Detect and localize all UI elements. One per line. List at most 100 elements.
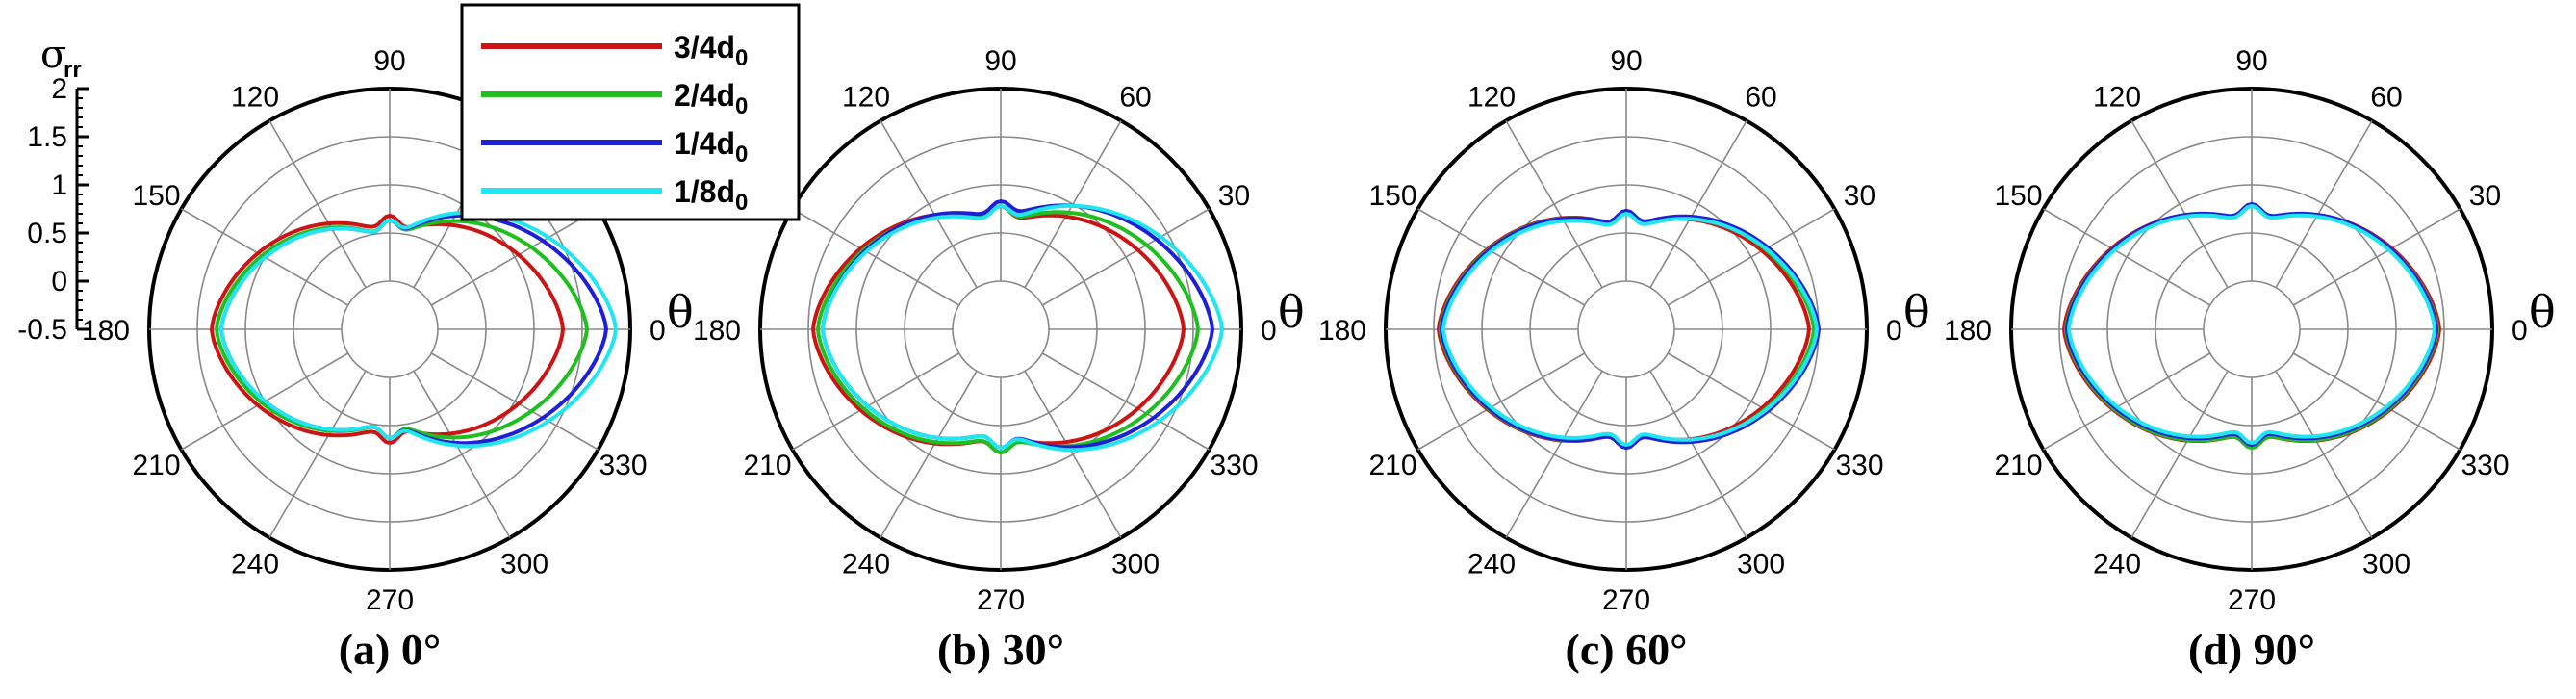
- legend-label-1-8: 1/8d0: [674, 174, 748, 216]
- angle-label-270: 270: [977, 584, 1025, 616]
- angle-label-0: 0: [650, 315, 666, 347]
- theta-symbol: θ: [1278, 286, 1305, 338]
- polar-spoke: [1649, 120, 1747, 289]
- angle-label-240: 240: [231, 548, 279, 580]
- legend-box: [460, 3, 801, 221]
- polar-spoke: [1041, 208, 1210, 306]
- angle-label-240: 240: [2093, 548, 2141, 580]
- angle-label-300: 300: [1737, 548, 1785, 580]
- radial-tick-label: 1.5: [27, 121, 67, 153]
- angle-label-150: 150: [132, 180, 180, 212]
- polar-spoke: [2043, 208, 2211, 306]
- radial-axis-symbol: σ: [40, 33, 66, 77]
- angle-label-180: 180: [693, 315, 741, 347]
- radial-axis-subscript: rr: [64, 57, 82, 83]
- polar-spoke: [1667, 208, 1835, 306]
- legend-label-1-4: 1/4d0: [674, 126, 748, 168]
- panel-caption: (d) 90°: [2188, 625, 2315, 674]
- angle-label-90: 90: [984, 45, 1016, 77]
- angle-label-120: 120: [1467, 82, 1516, 114]
- legend-items: 3/4d0 2/4d0 1/4d0 1/8d0: [481, 30, 748, 216]
- polar-panel-3: 0 30 60 90 120 150 180 210 240 270 300 330 θ (c) 60°: [1318, 45, 1930, 674]
- angle-label-150: 150: [1994, 180, 2042, 212]
- polar-spoke: [1505, 120, 1603, 289]
- series-curve-3-4: [810, 203, 1186, 455]
- angle-label-270: 270: [366, 584, 414, 616]
- polar-spoke: [1024, 370, 1122, 538]
- angle-label-30: 30: [1844, 180, 1875, 212]
- series-curve-1-8: [218, 210, 619, 449]
- polar-spoke: [792, 352, 960, 451]
- angle-label-30: 30: [2469, 180, 2501, 212]
- legend: 3/4d0 2/4d0 1/4d0 1/8d0: [460, 3, 801, 221]
- series-curve-2-4: [214, 218, 590, 441]
- polar-spoke: [2275, 120, 2373, 289]
- polar-spoke: [268, 370, 367, 538]
- polar-spoke: [268, 120, 367, 289]
- polar-grid-ring: [2203, 280, 2301, 378]
- angle-label-240: 240: [1467, 548, 1516, 580]
- angle-label-330: 330: [1210, 450, 1258, 481]
- angle-label-60: 60: [1745, 82, 1776, 114]
- polar-spoke: [1417, 352, 1586, 451]
- polar-spoke: [2130, 370, 2229, 538]
- panel-caption: (a) 0°: [339, 625, 442, 674]
- angle-label-330: 330: [2461, 450, 2509, 481]
- radial-tick-label: 1: [51, 169, 67, 201]
- series-curve-1-8: [1441, 211, 1820, 448]
- series-curve-1-8: [2066, 203, 2437, 446]
- angle-label-0: 0: [2512, 315, 2528, 347]
- angle-label-90: 90: [2235, 45, 2267, 77]
- theta-symbol: θ: [1903, 286, 1930, 338]
- angle-label-0: 0: [1886, 315, 1902, 347]
- legend-label-3-4: 3/4d0: [674, 30, 748, 71]
- angle-label-150: 150: [1368, 180, 1416, 212]
- angle-label-180: 180: [1318, 315, 1366, 347]
- angle-label-210: 210: [743, 450, 791, 481]
- polar-spoke: [2043, 352, 2211, 451]
- polar-spoke: [880, 370, 978, 538]
- angle-label-0: 0: [1261, 315, 1277, 347]
- radial-tick-label: 0.5: [27, 218, 67, 249]
- angle-label-120: 120: [2093, 82, 2141, 114]
- radial-tick-label: 0: [51, 266, 67, 298]
- angle-label-90: 90: [1610, 45, 1642, 77]
- polar-spoke: [1667, 352, 1835, 451]
- angle-label-240: 240: [842, 548, 890, 580]
- angle-label-270: 270: [1602, 584, 1650, 616]
- polar-spoke: [2275, 370, 2373, 538]
- angle-label-300: 300: [2362, 548, 2410, 580]
- angle-label-120: 120: [842, 82, 890, 114]
- polar-spoke: [413, 370, 511, 538]
- polar-spoke: [2292, 208, 2461, 306]
- angle-label-210: 210: [1994, 450, 2042, 481]
- legend-label-2-4: 2/4d0: [674, 78, 748, 119]
- radial-axis-ticks: 2 1.5 1 0.5 0 -0.5: [17, 73, 89, 346]
- angle-label-300: 300: [500, 548, 548, 580]
- polar-spoke: [430, 208, 599, 306]
- angle-label-180: 180: [82, 315, 130, 347]
- angle-label-180: 180: [1944, 315, 1992, 347]
- series-curve-1-8: [820, 203, 1225, 453]
- angle-label-90: 90: [373, 45, 405, 77]
- radial-axis: σ rr 2 1.5 1 0.5 0 -0.5: [17, 33, 89, 346]
- polar-grid-ring: [952, 280, 1050, 378]
- polar-spoke: [2292, 352, 2461, 451]
- polar-panel-4: 0 30 60 90 120 150 180 210 240 270 300 330 θ (d) 90°: [1944, 45, 2556, 674]
- polar-spoke: [1041, 352, 1210, 451]
- polar-spoke: [430, 352, 599, 451]
- polar-spoke: [880, 120, 978, 289]
- series-curve-3-4: [209, 213, 566, 446]
- polar-spoke: [1649, 370, 1747, 538]
- angle-label-210: 210: [132, 450, 180, 481]
- polar-grid-ring: [1577, 280, 1675, 378]
- angle-label-60: 60: [1119, 82, 1151, 114]
- radial-tick-label: 2: [51, 73, 67, 105]
- angle-label-120: 120: [231, 82, 279, 114]
- polar-spoke: [1505, 370, 1603, 538]
- angle-label-210: 210: [1368, 450, 1416, 481]
- polar-grid-ring: [341, 280, 439, 378]
